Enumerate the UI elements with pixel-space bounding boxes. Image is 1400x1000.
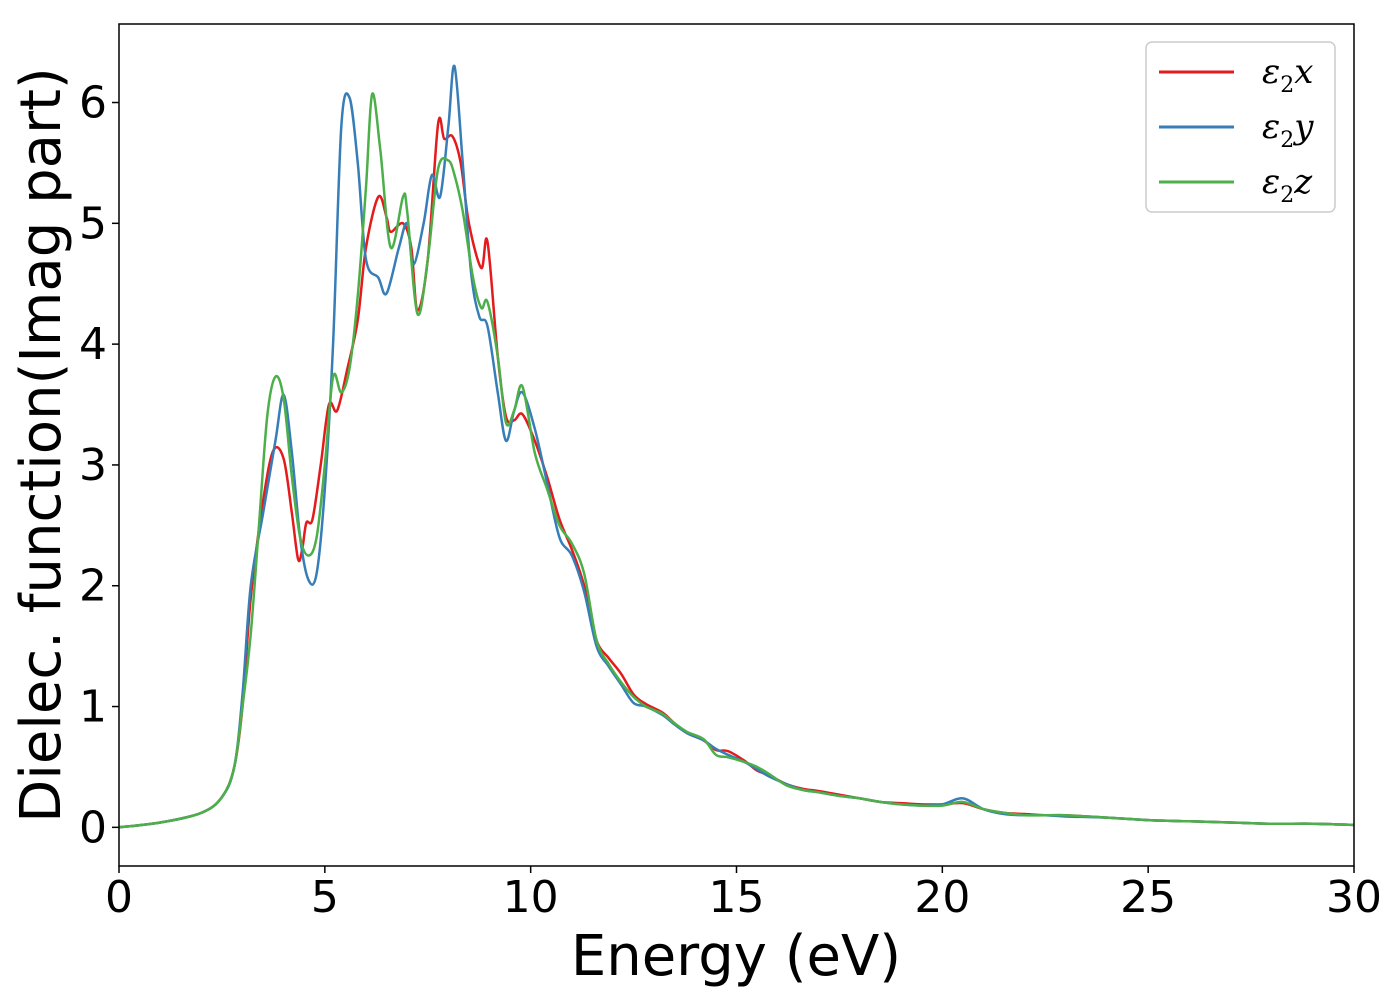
y-tick-label: 0 [79,802,107,853]
series-line-1 [118,116,1355,829]
x-tick-label: 15 [709,872,765,923]
y-axis-ticks: 0 1 2 3 4 5 6 [79,78,119,853]
y-tick-label: 1 [79,682,107,733]
y-tick-label: 4 [79,319,107,370]
x-tick-label: 20 [914,872,970,923]
x-tick-label: 30 [1326,872,1382,923]
x-tick-label: 5 [311,872,339,923]
x-axis-ticks: 0 5 10 15 20 25 30 [105,866,1382,923]
legend-label-1: ε2x [1262,52,1313,98]
y-tick-label: 2 [79,561,107,612]
x-tick-label: 25 [1120,872,1176,923]
y-tick-label: 5 [79,198,107,249]
legend-label-3: ε2z [1262,162,1313,208]
y-tick-label: 3 [79,440,107,491]
legend-label-2: ε2y [1262,107,1314,153]
series-layer [118,64,1355,829]
legend-box [1145,41,1336,213]
legend: ε2x ε2y ε2z [1145,41,1336,213]
y-tick-label: 6 [79,78,107,129]
series-line-3 [118,92,1355,829]
y-axis-label: Dielec. function(Imag part) [9,67,74,823]
x-axis-label: Energy (eV) [571,924,901,989]
x-tick-label: 0 [105,872,133,923]
x-tick-label: 10 [503,872,559,923]
